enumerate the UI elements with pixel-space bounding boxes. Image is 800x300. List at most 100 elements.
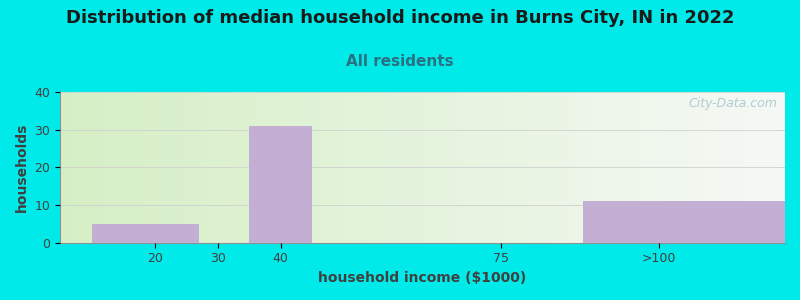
Bar [716, 92, 720, 243]
Bar [542, 92, 546, 243]
Bar [183, 92, 187, 243]
Bar [111, 92, 114, 243]
Bar [611, 92, 614, 243]
Bar [140, 92, 143, 243]
Bar [242, 92, 245, 243]
Bar [306, 92, 310, 243]
Bar [524, 92, 528, 243]
Bar [227, 92, 230, 243]
Bar [702, 92, 706, 243]
Bar [426, 92, 430, 243]
Bar [154, 92, 158, 243]
Bar [550, 92, 553, 243]
Bar [169, 92, 173, 243]
Bar [74, 92, 78, 243]
Bar [513, 92, 517, 243]
Bar [647, 92, 651, 243]
Bar [419, 92, 422, 243]
Bar [698, 92, 702, 243]
Bar [694, 92, 698, 243]
Bar [365, 92, 368, 243]
Bar [510, 92, 513, 243]
Bar [368, 92, 372, 243]
Bar [270, 92, 274, 243]
Bar [104, 92, 107, 243]
Bar [506, 92, 510, 243]
Bar [614, 92, 618, 243]
Bar [626, 92, 629, 243]
Bar [82, 92, 86, 243]
Bar [296, 92, 299, 243]
Bar [495, 92, 498, 243]
Bar [282, 92, 285, 243]
Bar [578, 92, 582, 243]
Bar [713, 92, 716, 243]
Bar [129, 92, 133, 243]
Bar [455, 92, 459, 243]
Bar [488, 92, 491, 243]
Bar [245, 92, 249, 243]
Bar [114, 92, 118, 243]
Bar [687, 92, 690, 243]
Bar [401, 92, 405, 243]
Bar [187, 92, 190, 243]
Bar [263, 92, 266, 243]
Bar [459, 92, 462, 243]
Bar [484, 92, 488, 243]
Bar [346, 92, 350, 243]
Bar [212, 92, 216, 243]
Bar [93, 92, 96, 243]
Bar [422, 92, 426, 243]
Bar [582, 92, 586, 243]
Bar [147, 92, 150, 243]
Bar [680, 92, 683, 243]
Bar [574, 92, 578, 243]
Bar [220, 92, 223, 243]
Bar [640, 92, 644, 243]
Text: Distribution of median household income in Burns City, IN in 2022: Distribution of median household income … [66, 9, 734, 27]
Bar [709, 92, 713, 243]
Bar [481, 92, 484, 243]
Bar [339, 92, 343, 243]
Bar [252, 92, 256, 243]
Bar [234, 92, 238, 243]
Bar [358, 92, 361, 243]
Bar [466, 92, 470, 243]
Bar [256, 92, 259, 243]
Bar [335, 92, 339, 243]
Bar [303, 92, 306, 243]
Bar [86, 92, 89, 243]
Bar [405, 92, 408, 243]
Bar [658, 92, 662, 243]
Bar [749, 92, 752, 243]
Bar [266, 92, 270, 243]
Bar [194, 92, 198, 243]
Bar [216, 92, 220, 243]
Bar [727, 92, 730, 243]
Bar [318, 92, 321, 243]
Bar [314, 92, 318, 243]
Bar [474, 92, 477, 243]
Bar [382, 92, 386, 243]
Bar [673, 92, 676, 243]
Bar [60, 92, 64, 243]
Bar [451, 92, 455, 243]
Bar [415, 92, 419, 243]
Bar [666, 92, 669, 243]
Bar [778, 92, 782, 243]
Bar [441, 92, 444, 243]
Bar [299, 92, 303, 243]
Bar [470, 92, 474, 243]
Bar [583, 201, 785, 243]
Bar [723, 92, 727, 243]
Bar [622, 92, 626, 243]
Bar [133, 92, 136, 243]
Bar [379, 92, 382, 243]
Bar [586, 92, 590, 243]
Text: All residents: All residents [346, 54, 454, 69]
Bar [745, 92, 749, 243]
Bar [223, 92, 227, 243]
Bar [637, 92, 640, 243]
Bar [662, 92, 666, 243]
Bar [571, 92, 574, 243]
